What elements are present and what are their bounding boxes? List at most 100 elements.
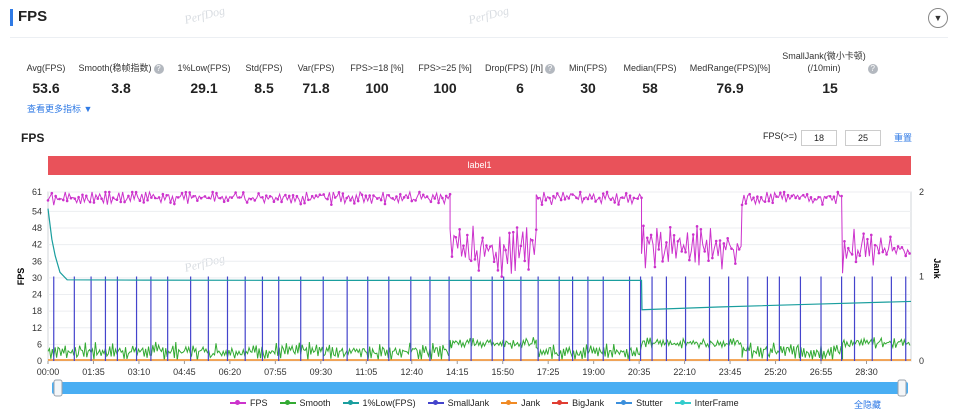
fps-threshold-input-2[interactable]: 25 xyxy=(845,130,881,146)
fps-point xyxy=(790,194,794,198)
x-tick-label: 26:55 xyxy=(810,367,833,377)
fps-point xyxy=(877,251,881,255)
more-metrics-link[interactable]: 查看更多指标 ▼ xyxy=(27,104,93,114)
y-tick-label: 30 xyxy=(32,273,42,283)
metric-label: 1%Low(FPS) xyxy=(177,63,231,73)
x-tick-label: 03:10 xyxy=(128,367,151,377)
x-tick-label: 23:45 xyxy=(719,367,742,377)
metric-2: 1%Low(FPS) 29.1 xyxy=(152,50,256,96)
fps-point xyxy=(100,197,103,201)
metric-3: Std(FPS) 8.5 xyxy=(212,50,316,96)
fps-point xyxy=(173,202,176,206)
fps-point xyxy=(299,202,303,206)
help-icon[interactable]: ? xyxy=(545,64,555,74)
metric-5: FPS>=18 [%] 100 xyxy=(325,50,429,96)
legend-swatch xyxy=(279,400,296,405)
x-tick-label: 12:40 xyxy=(401,367,424,377)
legend-swatch xyxy=(501,400,518,405)
x-tick-label: 15:50 xyxy=(491,367,514,377)
metric-1: Smooth(稳帧指数)? 3.8 xyxy=(69,50,173,96)
fps-point xyxy=(410,199,414,203)
fps-point xyxy=(215,191,218,195)
fps-point xyxy=(54,194,57,198)
metric-value: 30 xyxy=(580,80,596,96)
y-tick-label: 54 xyxy=(32,206,42,216)
fps-point xyxy=(165,193,169,197)
hide-all-button[interactable]: 全隐藏 xyxy=(854,400,882,410)
fps-point xyxy=(668,225,672,229)
legend-item[interactable]: InterFrame xyxy=(674,398,739,408)
fps-point xyxy=(601,192,605,195)
fps-point xyxy=(889,235,892,239)
fps-point xyxy=(821,203,824,206)
series-smooth xyxy=(47,336,911,361)
label-band[interactable]: label1 xyxy=(48,156,911,175)
legend-swatch xyxy=(552,400,569,405)
chevron-down-icon[interactable]: ▼ xyxy=(928,8,948,28)
legend-label: Smooth xyxy=(299,398,331,408)
legend-item[interactable]: 1%Low(FPS) xyxy=(342,398,416,408)
header-divider xyxy=(10,37,948,38)
fps-point xyxy=(752,196,755,199)
fps-point xyxy=(314,194,318,197)
legend-item[interactable]: SmallJank xyxy=(427,398,489,408)
fps-point xyxy=(222,200,226,204)
fps-point xyxy=(477,269,481,272)
fps-point xyxy=(734,262,737,265)
legend-swatch xyxy=(342,400,359,405)
fps-point xyxy=(276,198,280,201)
legend-item[interactable]: Stutter xyxy=(616,398,663,408)
fps-point xyxy=(555,192,559,195)
help-icon[interactable]: ? xyxy=(153,64,164,74)
y-tick-label: 12 xyxy=(32,323,42,333)
fps-point xyxy=(465,233,469,237)
metric-value: 58 xyxy=(642,80,658,96)
fps-point xyxy=(661,260,664,263)
fps-point xyxy=(657,248,661,251)
fps-point xyxy=(450,255,454,258)
fps-point xyxy=(609,198,613,201)
fps-point xyxy=(642,224,645,228)
fps-point xyxy=(571,193,574,196)
legend-item[interactable]: BigJank xyxy=(552,398,604,408)
help-icon[interactable]: ? xyxy=(867,64,878,74)
panel-title: FPS xyxy=(18,8,48,25)
fps-point xyxy=(291,193,295,197)
legend-item[interactable]: FPS xyxy=(230,398,268,408)
metric-label: FPS>=18 [%] xyxy=(350,63,404,73)
fps-point xyxy=(763,200,767,203)
legend-label: BigJank xyxy=(572,398,605,408)
fps-point xyxy=(534,228,538,231)
fps-point xyxy=(303,201,306,205)
fps-threshold-input-1[interactable]: 18 xyxy=(801,130,837,146)
x-tick-label: 17:25 xyxy=(537,367,560,377)
fps-point xyxy=(406,196,410,200)
metric-10: MedRange(FPS)[%] 76.9 xyxy=(678,50,782,96)
x-tick-label: 04:45 xyxy=(173,367,196,377)
fps-point xyxy=(846,246,850,250)
y-tick-label: 6 xyxy=(37,339,42,349)
legend-swatch xyxy=(230,400,246,405)
legend-item[interactable]: Jank xyxy=(501,398,540,408)
fps-point xyxy=(241,191,245,194)
fps-point xyxy=(111,196,115,199)
fps-point xyxy=(544,198,548,202)
fps-point xyxy=(873,243,877,247)
x-tick-label: 06:20 xyxy=(219,367,242,377)
fps-point xyxy=(794,196,797,200)
fps-point xyxy=(77,195,80,199)
metric-label: Drop(FPS) [/h]? xyxy=(468,50,572,74)
fps-point xyxy=(527,268,530,271)
fps-point xyxy=(866,237,869,241)
fps-point xyxy=(688,258,691,262)
fps-point xyxy=(718,239,722,242)
metric-value: 100 xyxy=(365,80,389,96)
fps-point xyxy=(714,239,718,243)
fps-point xyxy=(462,244,465,247)
metric-label: Smooth(稳帧指数)? xyxy=(69,50,173,74)
reset-button[interactable]: 重置 xyxy=(894,133,913,143)
fps-point xyxy=(360,193,364,197)
fps-point xyxy=(559,198,563,202)
fps-point xyxy=(885,253,888,256)
legend-item[interactable]: Smooth xyxy=(279,398,331,408)
